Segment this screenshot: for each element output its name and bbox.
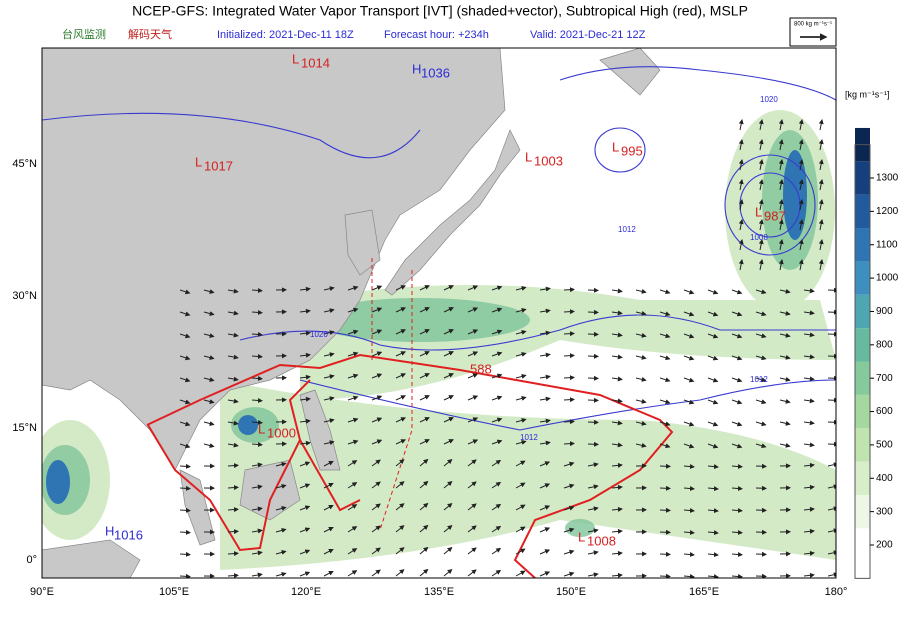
center-type: L: [525, 149, 532, 164]
ivt-vector: [180, 532, 190, 533]
center-type: H: [412, 61, 421, 76]
center-type: L: [755, 204, 762, 219]
lat-label: 45°N: [12, 158, 37, 170]
ivt-vector: [228, 509, 238, 510]
lon-label: 165°E: [689, 586, 719, 598]
isobar-label: 1020: [310, 330, 328, 339]
center-value: 1016: [114, 527, 143, 542]
center-type: L: [292, 51, 299, 66]
init-time: Initialized: 2021-Dec-11 18Z: [217, 29, 354, 41]
lat-label: 0°: [26, 554, 37, 566]
center-type: L: [195, 154, 202, 169]
colorbar-swatch: [855, 428, 870, 461]
colorbar-swatch: [855, 395, 870, 428]
ivt-vector: [228, 487, 238, 488]
isobar-label: 1020: [760, 95, 778, 104]
ivt-vector: [228, 465, 238, 466]
ivt-vector: [564, 333, 574, 334]
colorbar-swatch: [855, 362, 870, 395]
colorbar-swatch: [855, 328, 870, 361]
colorbar-tick-label: 400: [876, 473, 893, 484]
colorbar-swatch: [855, 195, 870, 228]
center-type: H: [105, 523, 114, 538]
center-type: L: [258, 421, 265, 436]
colorbar-unit: [kg m⁻¹s⁻¹]: [845, 89, 890, 99]
colorbar-tick-label: 1100: [876, 239, 898, 250]
ref-vector-label: 800 kg m⁻¹s⁻¹: [794, 22, 832, 28]
ivt-vector: [564, 377, 574, 378]
colorbar-tick-label: 700: [876, 373, 893, 384]
colorbar-swatch: [855, 495, 870, 528]
center-value: 1014: [301, 55, 330, 70]
ivt-vector: [564, 311, 574, 312]
colorbar-tick-label: 1000: [876, 273, 899, 284]
colorbar-tick-label: 900: [876, 306, 893, 317]
colorbar-tick-label: 500: [876, 440, 893, 451]
center-value: 1000: [267, 425, 296, 440]
center-value: 1036: [421, 65, 450, 80]
lon-label: 105°E: [159, 586, 189, 598]
colorbar-tick-label: 300: [876, 506, 893, 517]
map: [30, 48, 838, 578]
ivt-vector: [564, 399, 574, 400]
lon-label: 150°E: [556, 586, 586, 598]
ivt-vector: [180, 576, 190, 577]
center-type: L: [612, 139, 619, 154]
title: NCEP-GFS: Integrated Water Vapor Transpo…: [132, 3, 748, 19]
center-type: L: [578, 529, 585, 544]
lat-label: 15°N: [12, 422, 37, 434]
logo-text: 台风监测: [62, 27, 106, 41]
isobar-label: 1008: [750, 233, 768, 242]
ivt-vector: [564, 355, 574, 356]
center-value: 1008: [587, 533, 616, 548]
colorbar-tick-label: 800: [876, 339, 893, 350]
colorbar-tick-label: 200: [876, 540, 893, 551]
lon-label: 120°E: [291, 586, 321, 598]
ivt-vector: [180, 466, 190, 467]
ivt-vector: [228, 531, 238, 532]
colorbar-swatch: [855, 261, 870, 294]
colorbar-tick-label: 600: [876, 406, 893, 417]
ivt-vector: [180, 510, 190, 511]
lon-label: 180°: [825, 586, 848, 598]
isobar-label: 1012: [750, 375, 768, 384]
center-value: 1003: [534, 153, 563, 168]
colorbar-swatch: [855, 228, 870, 261]
logo-text: 解码天气: [128, 27, 172, 41]
lon-label: 90°E: [30, 586, 54, 598]
isobar-label: 1012: [618, 225, 636, 234]
colorbar-swatch: [855, 528, 870, 561]
colorbar-tick-label: 1200: [876, 206, 899, 217]
colorbar-tick-label: 1300: [876, 173, 899, 184]
center-value: 1017: [204, 158, 233, 173]
ivt-vector: [564, 421, 574, 422]
colorbar-swatch: [855, 161, 870, 194]
ivt-vector: [564, 289, 574, 290]
isobar-label: 1012: [520, 433, 538, 442]
lon-label: 135°E: [424, 586, 454, 598]
center-value: 995: [621, 143, 643, 158]
colorbar-swatch: [855, 462, 870, 495]
forecast-hour: Forecast hour: +234h: [384, 29, 489, 41]
contour-label: 588: [470, 361, 492, 376]
ivt-vector: [228, 575, 238, 576]
lat-label: 30°N: [12, 290, 37, 302]
colorbar-swatch: [855, 295, 870, 328]
valid-time: Valid: 2021-Dec-21 12Z: [530, 29, 646, 41]
ivt-vector: [228, 553, 238, 554]
ivt-vector: [564, 443, 574, 444]
ivt-vector: [180, 488, 190, 489]
center-value: 987: [764, 208, 786, 223]
ivt-vector: [180, 554, 190, 555]
